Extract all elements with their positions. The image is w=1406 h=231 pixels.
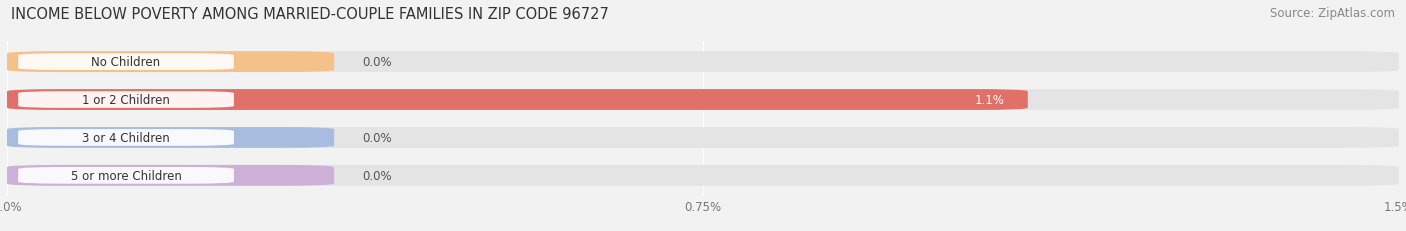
Text: 3 or 4 Children: 3 or 4 Children bbox=[82, 131, 170, 144]
FancyBboxPatch shape bbox=[7, 90, 1028, 110]
Text: No Children: No Children bbox=[91, 56, 160, 69]
FancyBboxPatch shape bbox=[18, 54, 233, 71]
Text: 0.0%: 0.0% bbox=[361, 169, 392, 182]
FancyBboxPatch shape bbox=[7, 52, 335, 73]
FancyBboxPatch shape bbox=[7, 90, 1399, 110]
FancyBboxPatch shape bbox=[7, 128, 1399, 148]
FancyBboxPatch shape bbox=[18, 167, 233, 184]
FancyBboxPatch shape bbox=[7, 165, 335, 186]
FancyBboxPatch shape bbox=[7, 128, 335, 148]
Text: INCOME BELOW POVERTY AMONG MARRIED-COUPLE FAMILIES IN ZIP CODE 96727: INCOME BELOW POVERTY AMONG MARRIED-COUPL… bbox=[11, 7, 609, 22]
FancyBboxPatch shape bbox=[18, 130, 233, 146]
FancyBboxPatch shape bbox=[7, 52, 1399, 73]
Text: 1 or 2 Children: 1 or 2 Children bbox=[82, 94, 170, 106]
Text: 0.0%: 0.0% bbox=[361, 131, 392, 144]
Text: 5 or more Children: 5 or more Children bbox=[70, 169, 181, 182]
Text: Source: ZipAtlas.com: Source: ZipAtlas.com bbox=[1270, 7, 1395, 20]
FancyBboxPatch shape bbox=[18, 92, 233, 108]
Text: 1.1%: 1.1% bbox=[974, 94, 1005, 106]
FancyBboxPatch shape bbox=[7, 165, 1399, 186]
Text: 0.0%: 0.0% bbox=[361, 56, 392, 69]
